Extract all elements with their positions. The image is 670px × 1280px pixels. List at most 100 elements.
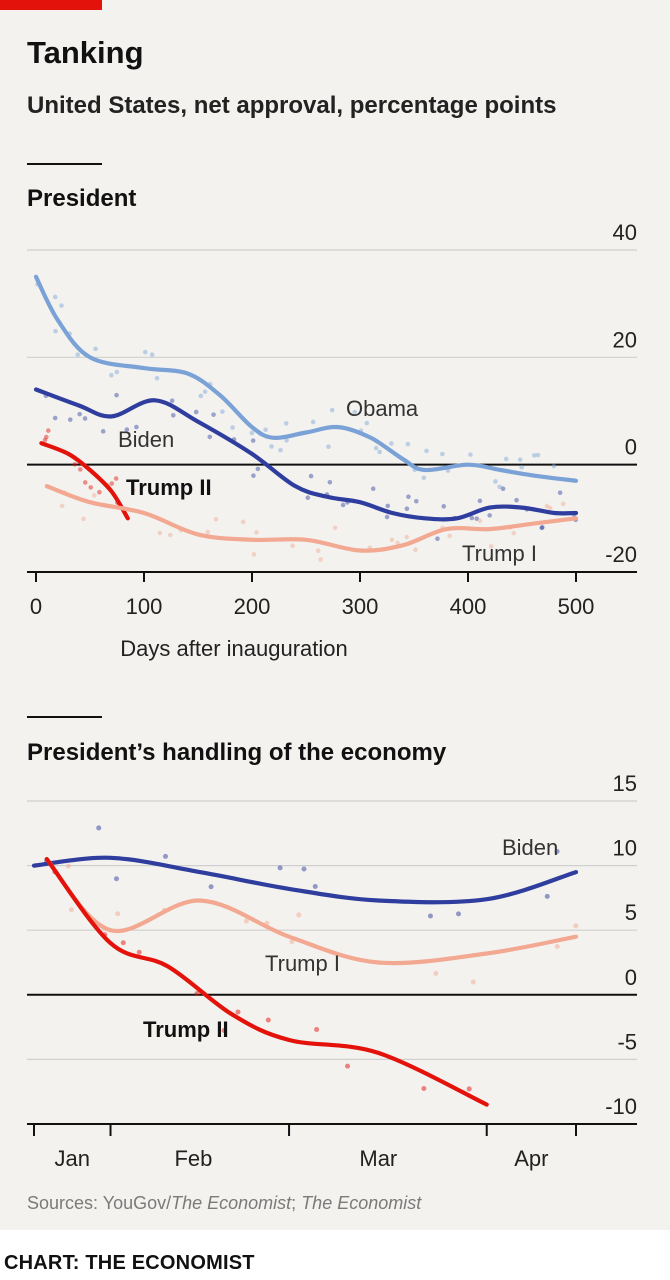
scatter-point-biden (406, 494, 411, 500)
scatter-point-trump-ii (88, 485, 94, 490)
scatter-point-trump-ii (194, 991, 200, 997)
scatter-point-trump-ii (314, 1027, 320, 1033)
panel2-scatter-points (44, 825, 579, 1092)
panel2-tick-labels: 15 10 5 0 -5 -10 Jan Feb Mar Apr (55, 771, 637, 1171)
series-line-trump-i-economy (44, 857, 579, 966)
scatter-point-obama (468, 452, 473, 457)
series-label-obama: Obama (346, 396, 419, 421)
scatter-point-trump-ii (120, 940, 126, 946)
panel2-series-lines (31, 855, 579, 1107)
scatter-point-trump-i (205, 529, 211, 535)
scatter-point-trump-i (433, 970, 439, 976)
scatter-point-obama (493, 479, 498, 484)
scatter-point-biden (413, 498, 419, 504)
panel1-grid (27, 249, 637, 582)
scatter-point-biden (193, 409, 199, 415)
scatter-point-biden (301, 866, 307, 872)
scatter-point-biden (208, 884, 214, 890)
scatter-point-trump-ii (345, 1063, 351, 1069)
x-tick-label-500: 500 (558, 594, 595, 619)
scatter-point-obama (352, 409, 358, 415)
scatter-point-trump-i (554, 944, 560, 950)
panel2-title: President’s handling of the economy (27, 739, 447, 766)
scatter-point-trump-i (115, 911, 121, 917)
scatter-point-obama (551, 463, 557, 469)
scatter-point-biden (277, 865, 283, 871)
scatter-point-obama (329, 407, 335, 413)
scatter-point-biden (455, 911, 461, 917)
scatter-point-obama (52, 294, 58, 300)
scatter-point-obama (220, 409, 225, 414)
panel1-title: President (27, 185, 136, 212)
scatter-point-trump-i (413, 547, 418, 553)
scatter-point-trump-i (318, 557, 323, 562)
series-label-trump-ii-economy: Trump II (143, 1017, 229, 1042)
scatter-point-obama (263, 427, 268, 433)
x-tick-label-300: 300 (342, 594, 379, 619)
sources-note: Sources: YouGov/The Economist; The Econo… (27, 1193, 422, 1213)
scatter-point-biden (384, 514, 390, 520)
scatter-point-biden (404, 506, 410, 512)
panel1-x-axis-label: Days after inauguration (120, 636, 347, 661)
scatter-point-obama (59, 303, 64, 308)
y2-tick-label-5: 5 (625, 900, 637, 925)
scatter-point-trump-ii (82, 480, 88, 485)
x-tick-label-200: 200 (234, 594, 271, 619)
scatter-point-obama (535, 452, 541, 458)
scatter-point-obama (198, 393, 204, 399)
scatter-point-trump-i (240, 519, 246, 525)
scatter-point-trump-ii (44, 434, 49, 440)
scatter-point-trump-ii (97, 489, 102, 495)
scatter-point-obama (202, 389, 208, 394)
scatter-point-obama (93, 346, 98, 352)
scatter-point-obama (230, 425, 235, 430)
scatter-point-biden (385, 503, 391, 509)
scatter-point-trump-ii (113, 476, 119, 481)
y-tick-label-20: 20 (613, 327, 637, 352)
scatter-point-trump-i (157, 530, 163, 536)
scatter-point-trump-i (544, 503, 550, 509)
scatter-point-obama (283, 421, 289, 426)
scatter-point-biden (539, 525, 545, 531)
chart-svg: Tanking United States, net approval, per… (0, 0, 637, 1213)
scatter-point-biden (469, 515, 475, 521)
series-line-biden (33, 387, 579, 522)
panel1-scatter-points (35, 282, 578, 562)
scatter-point-trump-i (254, 530, 259, 535)
series-label-trump-i-economy: Trump I (265, 951, 340, 976)
scatter-point-biden (52, 415, 58, 421)
scatter-point-biden (308, 473, 314, 479)
scatter-point-trump-i (130, 487, 136, 493)
scatter-point-trump-i (243, 918, 249, 924)
x-tick-label-400: 400 (450, 594, 487, 619)
scatter-point-obama (373, 445, 379, 451)
scatter-point-biden (554, 848, 560, 854)
scatter-point-trump-i (315, 548, 321, 553)
scatter-point-trump-i (65, 863, 71, 869)
scatter-point-biden (162, 853, 168, 859)
chart-subtitle: United States, net approval, percentage … (27, 92, 556, 119)
chart-panel: Tanking United States, net approval, per… (0, 0, 637, 1213)
series-label-biden-economy: Biden (502, 835, 558, 860)
scatter-point-trump-ii (221, 1028, 227, 1034)
scatter-point-obama (497, 484, 502, 490)
scatter-point-biden (514, 497, 519, 503)
scatter-point-biden (305, 495, 311, 501)
scatter-point-trump-ii (77, 467, 83, 472)
x2-tick-label-feb: Feb (174, 1146, 212, 1171)
scatter-point-trump-ii (136, 949, 142, 955)
scatter-point-trump-i (404, 534, 410, 540)
scatter-point-biden (100, 429, 106, 434)
series-line-obama (33, 274, 579, 483)
scatter-point-obama (53, 328, 58, 334)
scatter-point-trump-i (389, 537, 395, 543)
series-line-trump-ii (39, 441, 130, 521)
scatter-point-biden (487, 513, 492, 518)
scatter-point-trump-ii (265, 1017, 271, 1023)
scatter-point-obama (310, 419, 316, 425)
series-label-biden: Biden (118, 427, 174, 452)
x2-tick-label-apr: Apr (514, 1146, 548, 1171)
scatter-point-biden (255, 466, 261, 472)
scatter-point-trump-i (290, 543, 295, 549)
